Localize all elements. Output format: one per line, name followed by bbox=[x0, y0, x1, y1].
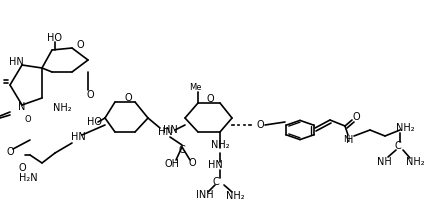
Text: •: • bbox=[197, 92, 199, 96]
Text: HN: HN bbox=[163, 125, 178, 135]
Text: NH₂: NH₂ bbox=[406, 157, 424, 167]
Text: HO: HO bbox=[88, 117, 102, 127]
Text: Me: Me bbox=[189, 83, 201, 92]
Text: O: O bbox=[206, 94, 214, 104]
Text: C: C bbox=[213, 177, 219, 187]
Text: O: O bbox=[25, 115, 31, 124]
Text: HO: HO bbox=[47, 33, 63, 43]
Text: O: O bbox=[256, 120, 264, 130]
Text: O: O bbox=[86, 90, 94, 100]
Text: O: O bbox=[124, 93, 132, 103]
Text: C: C bbox=[395, 141, 401, 151]
Text: HN: HN bbox=[71, 132, 85, 142]
Text: N: N bbox=[343, 135, 349, 144]
Text: H: H bbox=[346, 135, 354, 145]
Text: H₂N: H₂N bbox=[19, 173, 37, 183]
Text: C: C bbox=[179, 145, 186, 155]
Text: O: O bbox=[18, 163, 26, 173]
Text: NH: NH bbox=[377, 157, 392, 167]
Text: NH₂: NH₂ bbox=[211, 140, 229, 150]
Text: HN: HN bbox=[207, 160, 222, 170]
Text: NH₂: NH₂ bbox=[226, 191, 245, 201]
Text: O: O bbox=[352, 112, 360, 122]
Text: NH₂: NH₂ bbox=[53, 103, 72, 113]
Text: O: O bbox=[188, 158, 196, 168]
Text: INH: INH bbox=[196, 190, 214, 200]
Text: HN: HN bbox=[8, 57, 23, 67]
Text: O: O bbox=[6, 147, 14, 157]
Text: NH₂: NH₂ bbox=[396, 123, 414, 133]
Text: O: O bbox=[76, 40, 84, 50]
Text: HN: HN bbox=[158, 127, 173, 137]
Text: OH: OH bbox=[164, 159, 180, 169]
Text: N: N bbox=[18, 102, 25, 112]
